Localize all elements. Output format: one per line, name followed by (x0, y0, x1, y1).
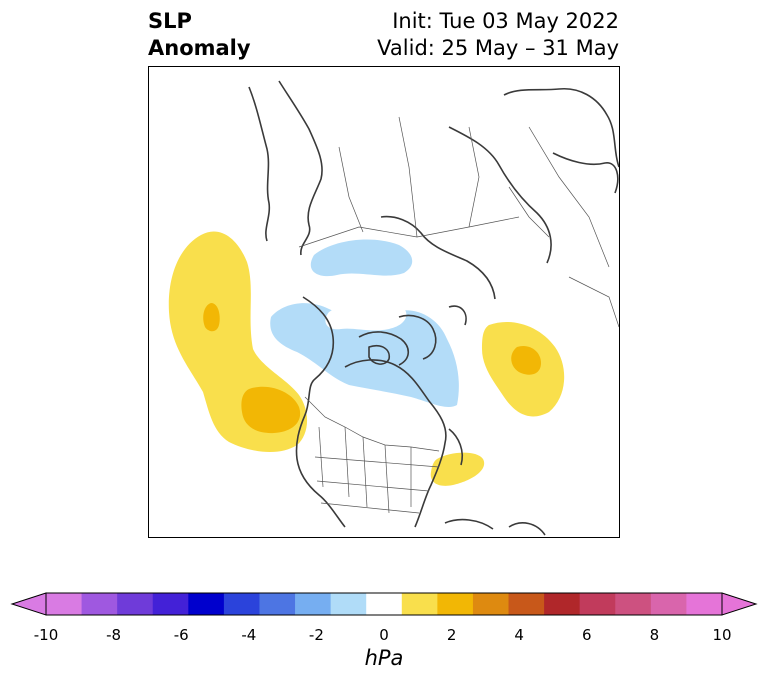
title-variable: SLP (148, 9, 192, 33)
colorbar-tick-label: 10 (712, 626, 732, 644)
map-canvas (168, 80, 619, 536)
coastlines (248, 80, 619, 536)
colorbar-tick-label: 8 (649, 626, 660, 644)
western-atlantic-positive (430, 452, 485, 486)
map-panel (148, 66, 620, 538)
colorbar-segment (686, 593, 723, 615)
colorbar-segment (330, 593, 367, 615)
political-borders (298, 116, 619, 514)
colorbar-segment (295, 593, 332, 615)
colorbar-segment (223, 593, 260, 615)
colorbar-over-arrow (721, 592, 758, 616)
colorbar-segments (46, 593, 723, 615)
colorbar-tick-label: -4 (241, 626, 257, 644)
title-field-type: Anomaly (148, 36, 251, 60)
arctic-ocean-blank (325, 299, 407, 331)
colorbar-segment (259, 593, 296, 615)
valid-range: Valid: 25 May – 31 May (377, 36, 619, 60)
colorbar-segment (81, 593, 118, 615)
north-atlantic-core (511, 345, 541, 375)
colorbar-segment (188, 593, 225, 615)
north-pacific-core (241, 386, 301, 434)
colorbar-tick-label: 4 (514, 626, 524, 644)
colorbar (10, 592, 758, 616)
colorbar-segment (508, 593, 545, 615)
arctic-negative (270, 303, 459, 407)
colorbar-under-arrow (10, 592, 47, 616)
colorbar-segment (579, 593, 616, 615)
map-title: SLP Anomaly (148, 8, 251, 62)
map-dates: Init: Tue 03 May 2022 Valid: 25 May – 31… (377, 8, 619, 62)
colorbar-segment (615, 593, 652, 615)
colorbar-segment (117, 593, 154, 615)
colorbar-tick-label: 0 (379, 626, 389, 644)
colorbar-segment (472, 593, 510, 615)
colorbar-tick-label: 6 (582, 626, 592, 644)
colorbar-unit: hPa (364, 646, 404, 670)
colorbar-tick-label: -8 (106, 626, 122, 644)
colorbar-segment (366, 593, 403, 615)
north-pacific-core-west (203, 303, 220, 332)
colorbar-tick-label: -6 (173, 626, 189, 644)
colorbar-segment (46, 593, 83, 615)
colorbar-segment (401, 593, 438, 615)
colorbar-outline (45, 592, 723, 616)
arctic-negative-north (310, 239, 413, 277)
colorbar-segment (650, 593, 687, 615)
anomaly-fills (168, 231, 565, 486)
colorbar-segment (437, 593, 474, 615)
colorbar-segment (152, 593, 189, 615)
colorbar-tick-label: -10 (33, 626, 59, 644)
colorbar-segment (544, 593, 581, 615)
colorbar-tick-label: -2 (308, 626, 324, 644)
colorbar-tick-label: 2 (446, 626, 457, 644)
init-date: Init: Tue 03 May 2022 (392, 9, 619, 33)
